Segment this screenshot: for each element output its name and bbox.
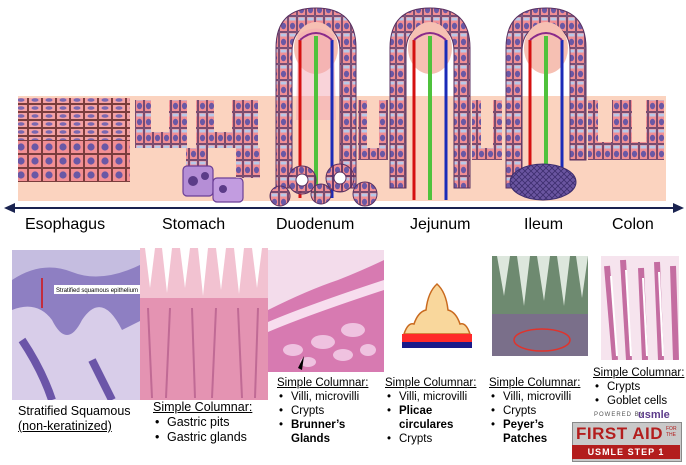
esophagus-epithelium [18, 98, 130, 182]
jejunum-caption-heading: Simple Columnar: [385, 377, 477, 389]
plicae-circulares-image [402, 282, 472, 348]
duodenum-caption-heading: Simple Columnar: [277, 377, 369, 389]
colon-histology-image [601, 256, 679, 360]
stomach-caption-item: Gastric glands [153, 430, 252, 445]
stomach-caption-heading: Simple Columnar: [153, 400, 253, 414]
colon-caption-item: Goblet cells [593, 394, 684, 408]
ileum-caption-item: Villi, microvilli [489, 390, 580, 404]
duodenum-villus [269, 7, 378, 207]
logo-powered-by: POWERED BY [594, 412, 645, 418]
stomach-epithelium [135, 100, 260, 203]
ileum-histology-image [492, 256, 588, 356]
colon-caption: Simple Columnar: Crypts Goblet cells [593, 366, 684, 408]
jejunum-villus [358, 7, 502, 200]
ileum-caption-heading: Simple Columnar: [489, 377, 581, 389]
stomach-caption-item: Gastric pits [153, 415, 252, 430]
gi-epithelium-schematic [4, 7, 684, 213]
logo-for-the: FOR THE [666, 426, 677, 438]
segment-label-ileum: Ileum [524, 216, 564, 233]
jejunum-caption-item: Crypts [385, 432, 476, 446]
ileum-caption: Simple Columnar: Villi, microvilli Crypt… [489, 376, 580, 446]
duodenum-caption-item: Villi, microvilli [277, 390, 368, 404]
segment-label-stomach: Stomach [162, 216, 226, 233]
segment-label-colon: Colon [612, 216, 654, 233]
colon-epithelium [588, 100, 664, 160]
logo-usmle-step: USMLE STEP 1 [572, 445, 680, 459]
jejunum-caption-item: Plicae circulares [385, 404, 476, 432]
esophagus-photo-label: Stratified squamous epithelium [56, 288, 138, 294]
esophagus-caption: Stratified Squamous (non-keratinized) [18, 404, 131, 434]
duodenum-caption-item: Brunner’s Glands [277, 418, 368, 446]
logo-first-aid: FIRST AID [576, 424, 663, 443]
gi-axis-arrow [4, 203, 684, 213]
duodenum-caption: Simple Columnar: Villi, microvilli Crypt… [277, 376, 368, 446]
colon-caption-item: Crypts [593, 380, 684, 394]
segment-label-duodenum: Duodenum [276, 216, 355, 233]
esophagus-histology-image: Stratified squamous epithelium [12, 250, 142, 400]
logo-usmle: usmle [638, 409, 670, 421]
first-aid-usmle-logo: POWERED BY usmle FIRST AID FOR THE USMLE… [572, 409, 682, 462]
duodenum-caption-item: Crypts [277, 404, 368, 418]
ileum-caption-item: Crypts [489, 404, 580, 418]
peyers-patch [509, 163, 577, 201]
esophagus-caption-line1: Stratified Squamous [18, 404, 131, 418]
esophagus-caption-line2: (non-keratinized) [18, 419, 112, 433]
colon-caption-heading: Simple Columnar: [593, 367, 685, 379]
peyers-patch-circle [513, 328, 571, 352]
jejunum-caption: Simple Columnar: Villi, microvilli Plica… [385, 376, 476, 446]
duodenum-histology-image [268, 250, 384, 372]
stomach-histology-image [140, 248, 268, 400]
stomach-caption: Simple Columnar: Gastric pits Gastric gl… [153, 400, 252, 445]
segment-label-esophagus: Esophagus [25, 216, 106, 233]
jejunum-caption-item: Villi, microvilli [385, 390, 476, 404]
ileum-villus [505, 7, 587, 201]
segment-label-jejunum: Jejunum [410, 216, 471, 233]
ileum-caption-item: Peyer’s Patches [489, 418, 580, 446]
